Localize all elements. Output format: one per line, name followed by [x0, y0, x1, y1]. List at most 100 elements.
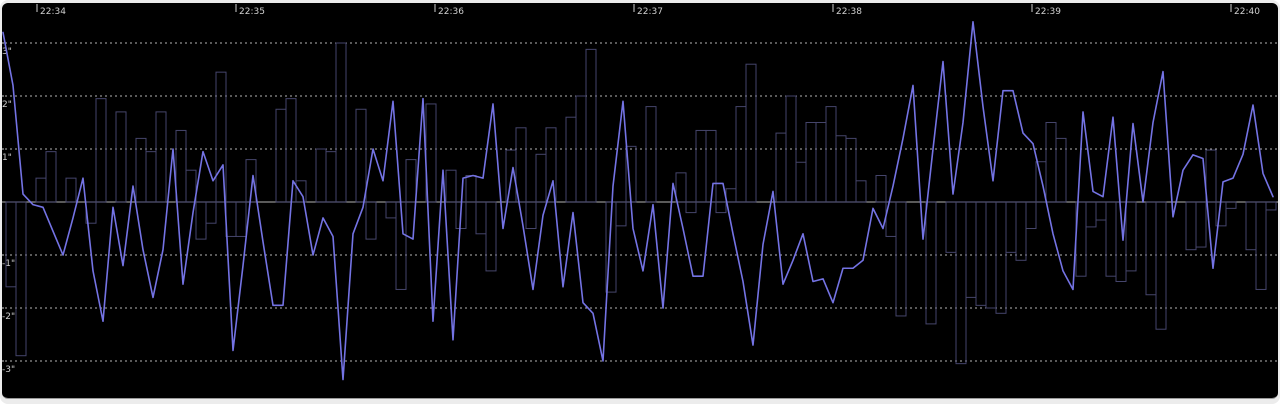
y-axis-label: -2" — [2, 312, 15, 322]
bar — [525, 201, 537, 229]
bar — [955, 201, 967, 365]
y-axis-label: -1" — [2, 259, 15, 269]
bar — [845, 137, 857, 203]
bar — [1085, 201, 1097, 228]
bar — [155, 111, 167, 203]
bar — [1205, 149, 1217, 203]
bar — [115, 111, 127, 203]
bar — [245, 159, 257, 203]
bar — [1195, 201, 1207, 248]
bar — [835, 135, 847, 203]
bar — [1185, 201, 1197, 251]
bar — [95, 98, 107, 203]
bar — [795, 161, 807, 203]
bar — [565, 116, 577, 203]
bar — [685, 201, 697, 214]
bar — [775, 132, 787, 203]
bar — [975, 201, 987, 306]
bar — [465, 175, 477, 203]
bar — [1225, 201, 1237, 209]
bar — [815, 122, 827, 203]
bar — [1005, 201, 1017, 253]
bar — [1055, 137, 1067, 203]
line-series — [2, 20, 1274, 381]
x-axis-label: 22:34 — [40, 7, 66, 17]
bar — [195, 201, 207, 240]
bar — [1095, 201, 1107, 221]
bar — [15, 201, 27, 357]
bar — [65, 177, 77, 203]
x-axis-label: 22:38 — [836, 7, 862, 17]
bar — [1045, 122, 1057, 203]
bar — [615, 201, 627, 227]
bar — [855, 180, 867, 203]
bar — [325, 151, 337, 203]
bar — [185, 169, 197, 203]
bar — [365, 201, 377, 240]
bar — [515, 127, 527, 203]
bar — [945, 201, 957, 253]
bar — [585, 48, 597, 203]
bar — [145, 151, 157, 203]
bar — [1155, 201, 1167, 330]
bar — [825, 106, 837, 203]
bar — [965, 201, 977, 298]
bar — [445, 169, 457, 203]
bar — [405, 159, 417, 203]
chart-surface: 3"2"1"-1"-2"-3"22:34 22:35 22:36 22:37 22:38… — [2, 4, 1278, 381]
x-axis-label: 22:37 — [637, 7, 663, 17]
bar — [715, 201, 727, 214]
bar — [1145, 201, 1157, 296]
bar — [1015, 201, 1027, 261]
bar — [1105, 201, 1117, 277]
bar — [275, 108, 287, 203]
bar — [535, 153, 547, 203]
x-axis-label: 22:36 — [438, 7, 464, 17]
bar — [175, 129, 187, 203]
bar — [735, 106, 747, 203]
bar — [1125, 201, 1137, 272]
bar — [35, 177, 47, 203]
bar — [135, 137, 147, 203]
bar — [725, 188, 737, 203]
bar — [1255, 201, 1267, 290]
bar — [315, 148, 327, 203]
bar — [925, 201, 937, 325]
bar — [235, 201, 247, 237]
bar — [645, 106, 657, 203]
bar — [805, 122, 817, 203]
bar — [785, 95, 797, 203]
bar — [675, 172, 687, 203]
bar — [545, 127, 557, 203]
x-axis-label: 22:35 — [239, 7, 265, 17]
y-axis-label: 2" — [2, 100, 12, 110]
bar — [355, 108, 367, 203]
chart-panel: 3" 2" 1" -1" -2" -3" 22:34 22:35 22:36 22:37 22:38… — [2, 3, 1278, 399]
bar — [215, 71, 227, 203]
bar — [605, 201, 617, 293]
bar — [205, 201, 217, 224]
bar — [875, 175, 887, 203]
bar — [485, 201, 497, 272]
bar — [225, 201, 237, 237]
bar — [1265, 201, 1277, 211]
x-axis-label: 22:39 — [1035, 7, 1061, 17]
bar — [285, 98, 297, 203]
bar — [895, 201, 907, 317]
bar — [45, 151, 57, 203]
x-axis-label: 22:40 — [1234, 7, 1260, 17]
y-axis-label: -3" — [2, 365, 15, 375]
bar — [745, 63, 757, 203]
bar — [295, 180, 307, 203]
bar — [475, 201, 487, 235]
bar — [385, 201, 397, 219]
bar — [995, 201, 1007, 314]
bar — [1025, 201, 1037, 229]
bar — [695, 129, 707, 203]
bar — [5, 201, 17, 288]
bar — [1245, 201, 1257, 251]
bar — [705, 129, 717, 203]
bar — [335, 42, 347, 203]
y-axis-label: 1" — [2, 153, 12, 163]
